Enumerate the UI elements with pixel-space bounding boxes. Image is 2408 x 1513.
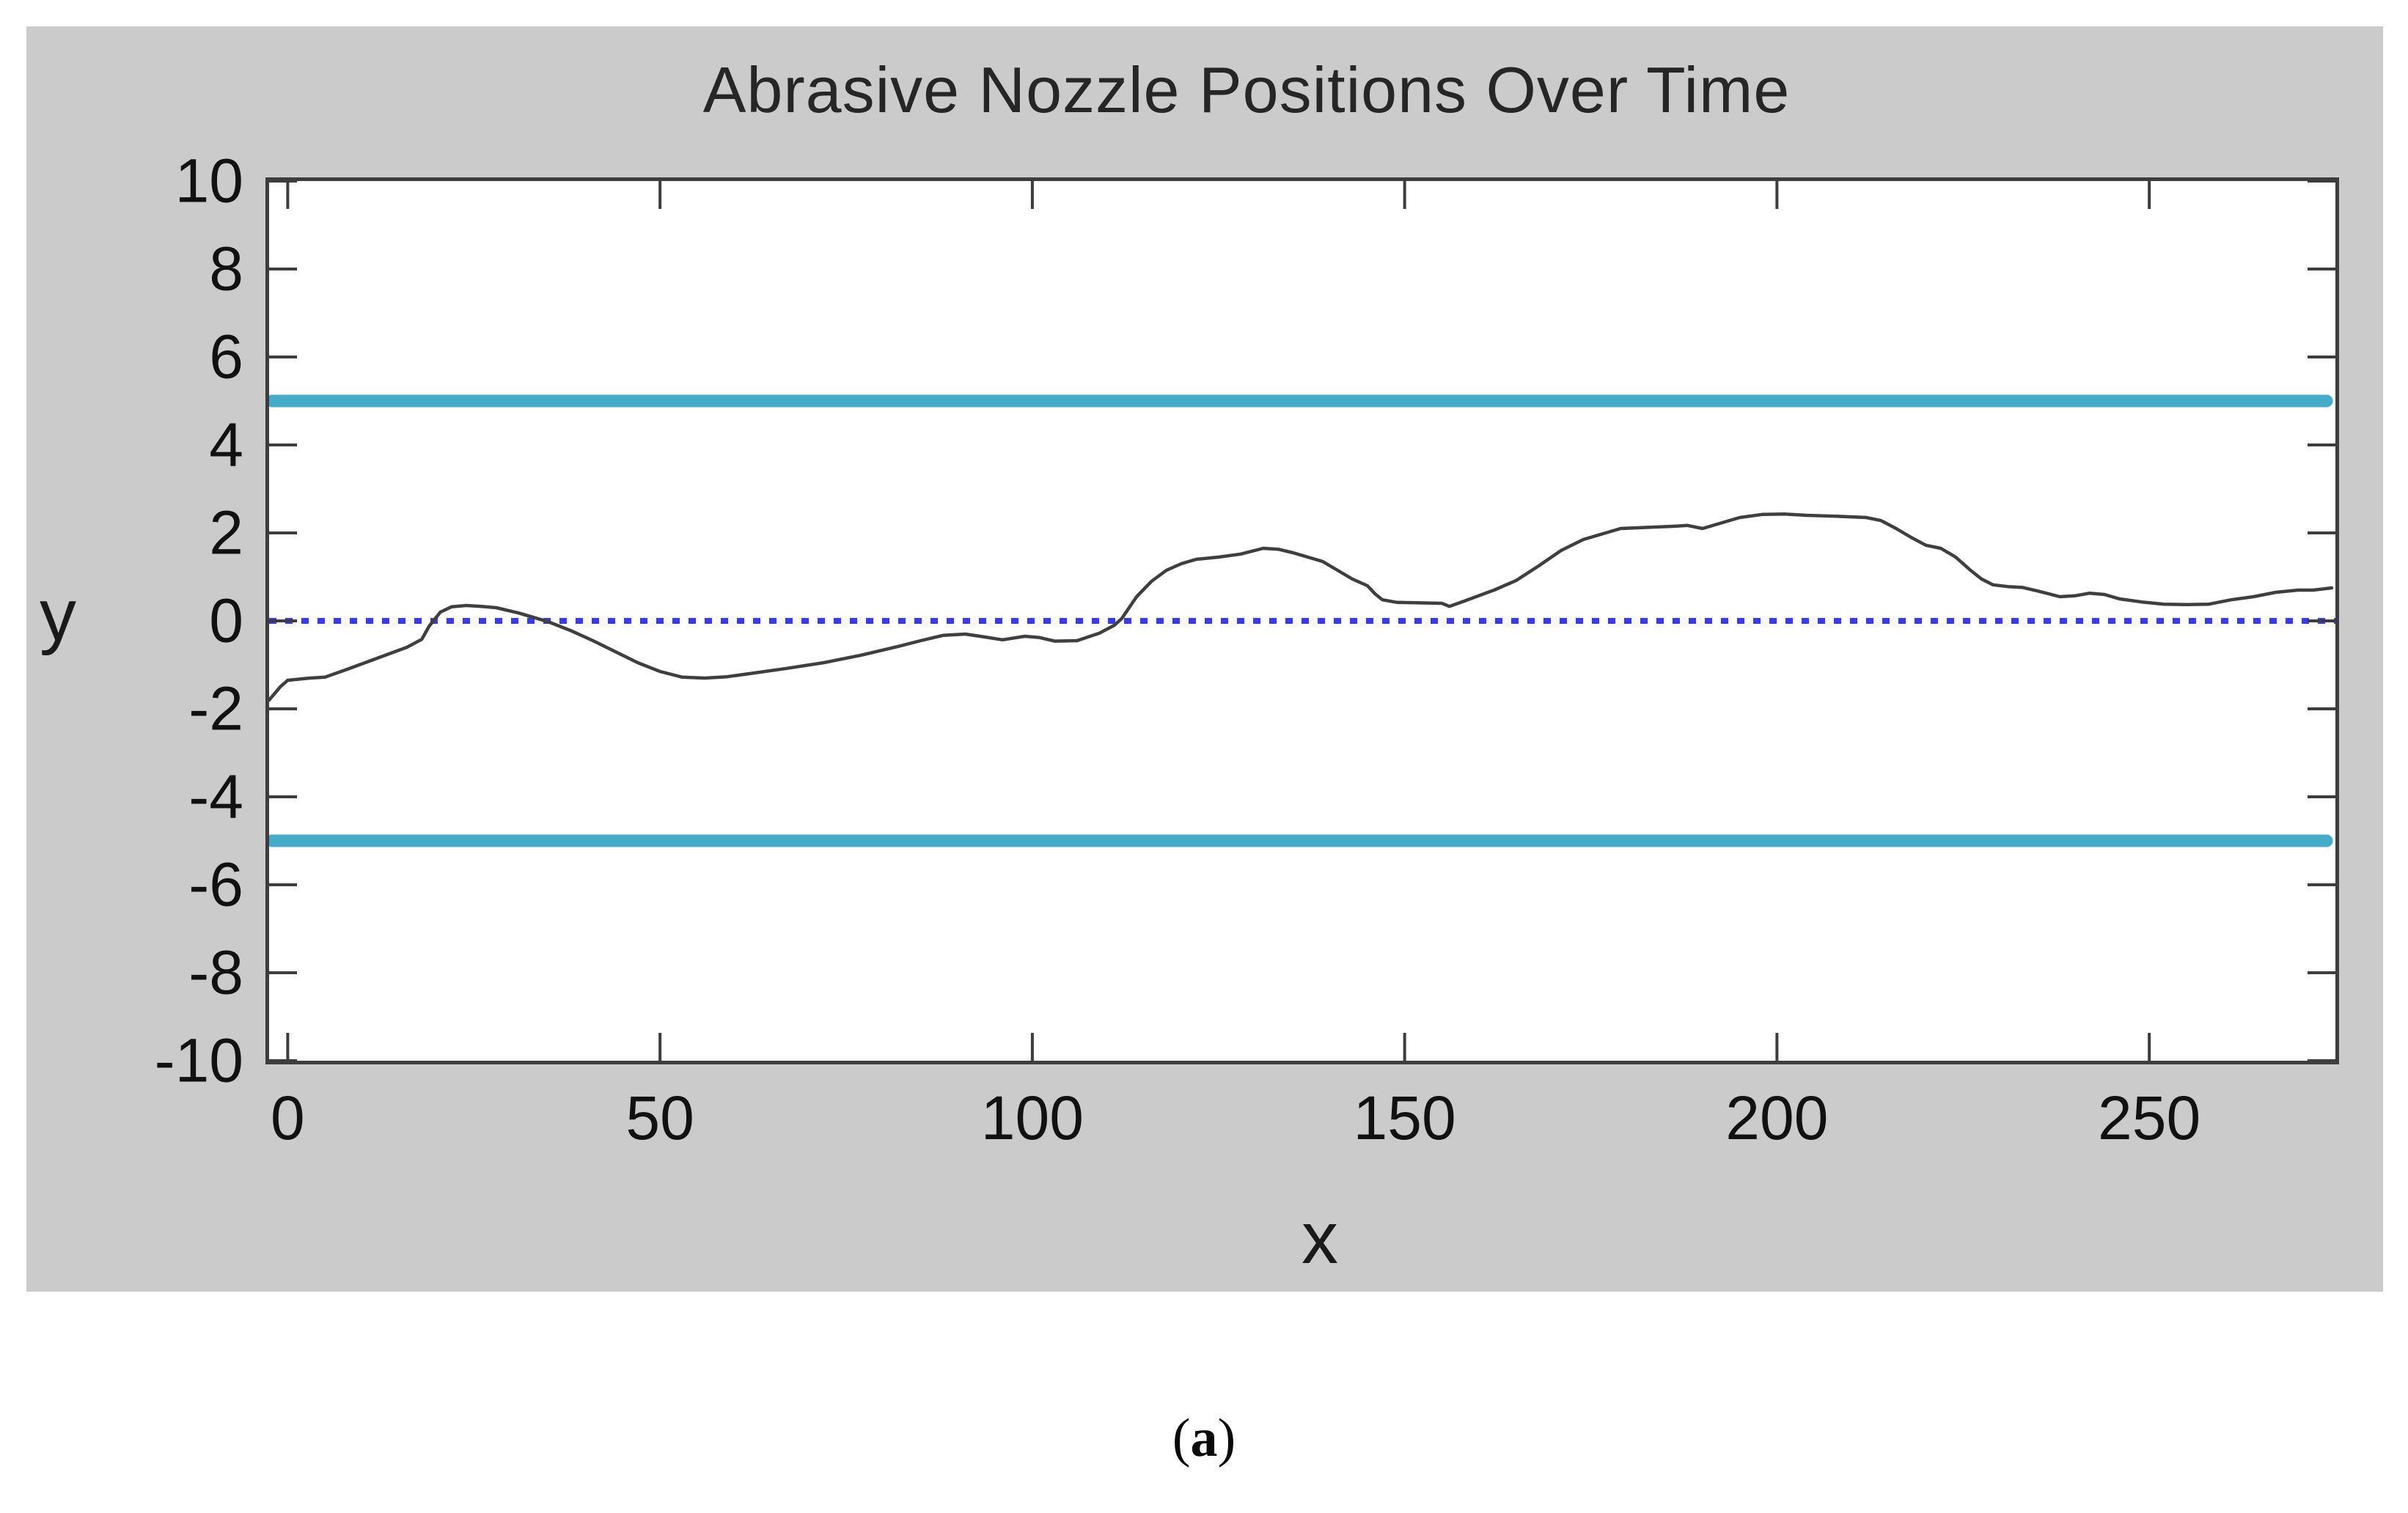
x-axis-label: x (1302, 1197, 1338, 1279)
chart-title: Abrasive Nozzle Positions Over Time (702, 54, 1791, 126)
nozzle-position-curve (269, 512, 2334, 702)
y-tick-label: -4 (188, 762, 243, 831)
x-tick-label: 50 (625, 1083, 694, 1152)
x-tick-label: 250 (2098, 1083, 2201, 1152)
chart-panel: Abrasive Nozzle Positions Over Time y x … (26, 26, 2383, 1292)
x-tick-label: 100 (980, 1083, 1084, 1152)
caption-close-paren: ) (1217, 1408, 1236, 1468)
y-tick-label: 10 (175, 146, 243, 216)
y-tick-label: -8 (188, 938, 243, 1007)
x-tick-label: 150 (1353, 1083, 1456, 1152)
y-tick-label: 8 (209, 234, 243, 303)
figure-caption: (a) (0, 1407, 2408, 1470)
plot-area (265, 177, 2339, 1064)
x-tick-label: 200 (1725, 1083, 1829, 1152)
y-tick-label: -2 (188, 674, 243, 743)
y-tick-label: 0 (209, 586, 243, 655)
y-tick-label: 4 (209, 410, 243, 479)
y-tick-label: 6 (209, 322, 243, 391)
caption-open-paren: ( (1172, 1408, 1191, 1468)
y-axis-label: y (40, 573, 76, 656)
y-tick-label: 2 (209, 498, 243, 567)
plot-svg (269, 181, 2335, 1061)
y-tick-label: -10 (154, 1026, 243, 1095)
caption-letter: a (1190, 1408, 1218, 1468)
x-tick-label: 0 (271, 1083, 305, 1152)
y-tick-label: -6 (188, 850, 243, 919)
